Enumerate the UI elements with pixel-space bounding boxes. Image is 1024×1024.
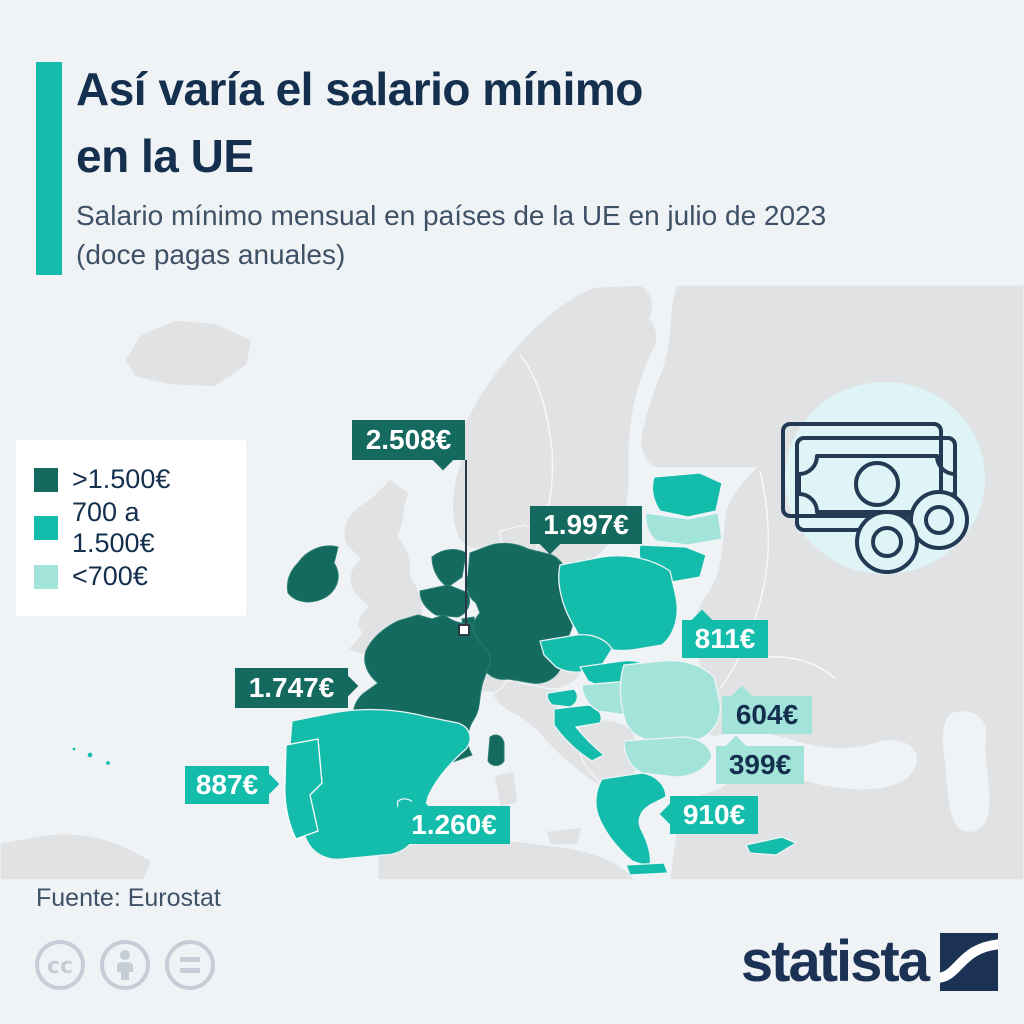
value-text-spain: 1.260€	[411, 809, 497, 840]
value-label-france: 1.747€	[235, 668, 359, 708]
value-text-germany: 1.997€	[543, 509, 629, 540]
value-text-portugal: 887€	[195, 769, 259, 800]
banknote-center-circle	[854, 461, 900, 507]
coin-right-inner	[924, 505, 954, 535]
value-label-poland: 811€	[682, 609, 768, 658]
equals-icon	[165, 940, 215, 990]
value-text-romania: 604€	[735, 699, 799, 730]
value-label-germany: 1.997€	[530, 506, 642, 555]
islands-azores-2	[104, 759, 112, 767]
money-banknotes-icon	[781, 382, 985, 574]
value-label-romania: 604€	[722, 685, 812, 734]
license-icons: cc	[33, 938, 217, 992]
attribution-icon	[100, 940, 150, 990]
legend-swatch-mid	[34, 516, 58, 540]
country-ireland	[287, 545, 339, 603]
luxembourg-marker	[458, 624, 470, 636]
landmass-morocco	[0, 833, 153, 881]
landmass-sardinia	[493, 770, 519, 808]
cc-icon: cc	[35, 940, 85, 990]
luxembourg-leader-line	[465, 460, 467, 628]
source-note: Fuente: Eurostat	[36, 884, 221, 912]
caspian-sea	[942, 711, 990, 832]
country-portugal	[284, 738, 323, 840]
legend-label-mid: 700 a 1.500€	[72, 497, 155, 558]
country-latvia	[645, 512, 723, 546]
value-text-greece: 910€	[682, 799, 746, 830]
value-label-luxembourg: 2.508€	[352, 420, 465, 471]
country-belgium	[419, 584, 471, 618]
coin-right	[909, 490, 969, 550]
country-bulgaria	[623, 736, 713, 778]
legend-label-low: <700€	[72, 561, 148, 591]
country-estonia	[651, 472, 723, 518]
legend-label-high: >1.500€	[72, 464, 171, 494]
value-text-luxembourg: 2.508€	[365, 424, 452, 455]
value-text-france: 1.747€	[248, 672, 335, 703]
country-cyprus	[745, 836, 797, 856]
legend-item-low: <700€	[34, 561, 228, 592]
value-label-spain: 1.260€	[398, 795, 510, 844]
country-greece-crete	[625, 862, 669, 876]
svg-text:cc: cc	[47, 954, 73, 979]
coin-left	[855, 510, 919, 574]
country-romania	[619, 659, 721, 742]
landmass-algeria	[377, 838, 635, 881]
page-title: Así varía el salario mínimo en la UE	[76, 63, 643, 182]
country-corsica	[487, 734, 505, 766]
value-text-poland: 811€	[694, 623, 756, 654]
country-poland	[558, 555, 678, 652]
page-subtitle: Salario mínimo mensual en países de la U…	[76, 200, 827, 271]
statista-logo-mark	[940, 932, 998, 991]
islands-azores-3	[71, 746, 77, 752]
value-label-portugal: 887€	[185, 766, 280, 804]
legend-swatch-low	[34, 564, 58, 589]
country-greece	[595, 772, 667, 868]
landmass-sicily	[545, 826, 583, 846]
country-netherlands	[431, 549, 467, 588]
value-label-greece: 910€	[659, 796, 758, 834]
value-label-bulgaria: 399€	[716, 735, 804, 784]
legend: >1.500€ 700 a 1.500€ <700€	[16, 440, 246, 616]
border-russia-west	[719, 470, 770, 690]
legend-swatch-high	[34, 467, 58, 492]
legend-item-high: >1.500€	[34, 464, 228, 495]
coin-left-inner	[871, 526, 903, 558]
statista-wordmark: statista	[740, 929, 930, 994]
landmass-iceland	[124, 319, 253, 388]
title-accent-bar	[36, 62, 62, 275]
value-text-bulgaria: 399€	[728, 749, 792, 780]
islands-azores-1	[86, 751, 94, 759]
statista-logo: statista	[741, 928, 998, 995]
legend-item-mid: 700 a 1.500€	[34, 497, 228, 559]
